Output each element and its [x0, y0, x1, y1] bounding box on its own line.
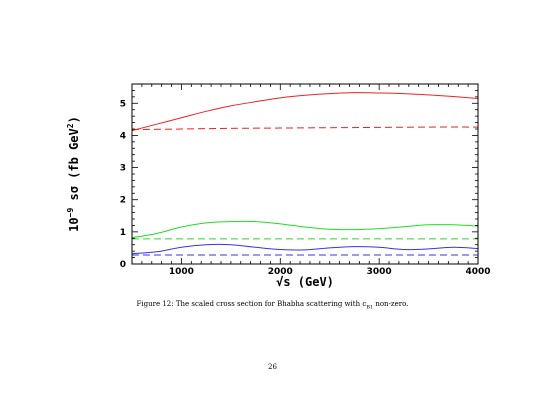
series-line-solid — [131, 220, 479, 239]
series-line-solid — [131, 243, 479, 255]
y-axis-title: 10−9 sσ (fb GeV2) — [66, 116, 81, 232]
y-tick-label: 4 — [120, 131, 126, 141]
series-line-dashed — [131, 126, 479, 131]
series-line-solid — [131, 92, 479, 132]
x-tick-label: 4000 — [465, 267, 490, 277]
y-tick-label: 3 — [120, 164, 126, 174]
y-tick-label: 0 — [120, 260, 126, 270]
series-layer — [131, 92, 479, 256]
plot-frame — [131, 83, 479, 265]
y-tick-label: 2 — [120, 196, 126, 206]
y-tick-label: 1 — [120, 228, 126, 238]
x-axis-title: √s (GeV) — [276, 275, 334, 289]
page-number: 26 — [268, 363, 277, 371]
tick-layer: 0 1 2 3 4 5 1000 2000 3000 4000 — [120, 83, 491, 277]
x-tick-label: 3000 — [367, 267, 392, 277]
x-tick-label: 2000 — [268, 267, 293, 277]
figure-caption: Figure 12: The scaled cross section for … — [136, 300, 409, 311]
y-tick-label: 5 — [120, 99, 126, 109]
x-tick-label: 1000 — [169, 267, 194, 277]
